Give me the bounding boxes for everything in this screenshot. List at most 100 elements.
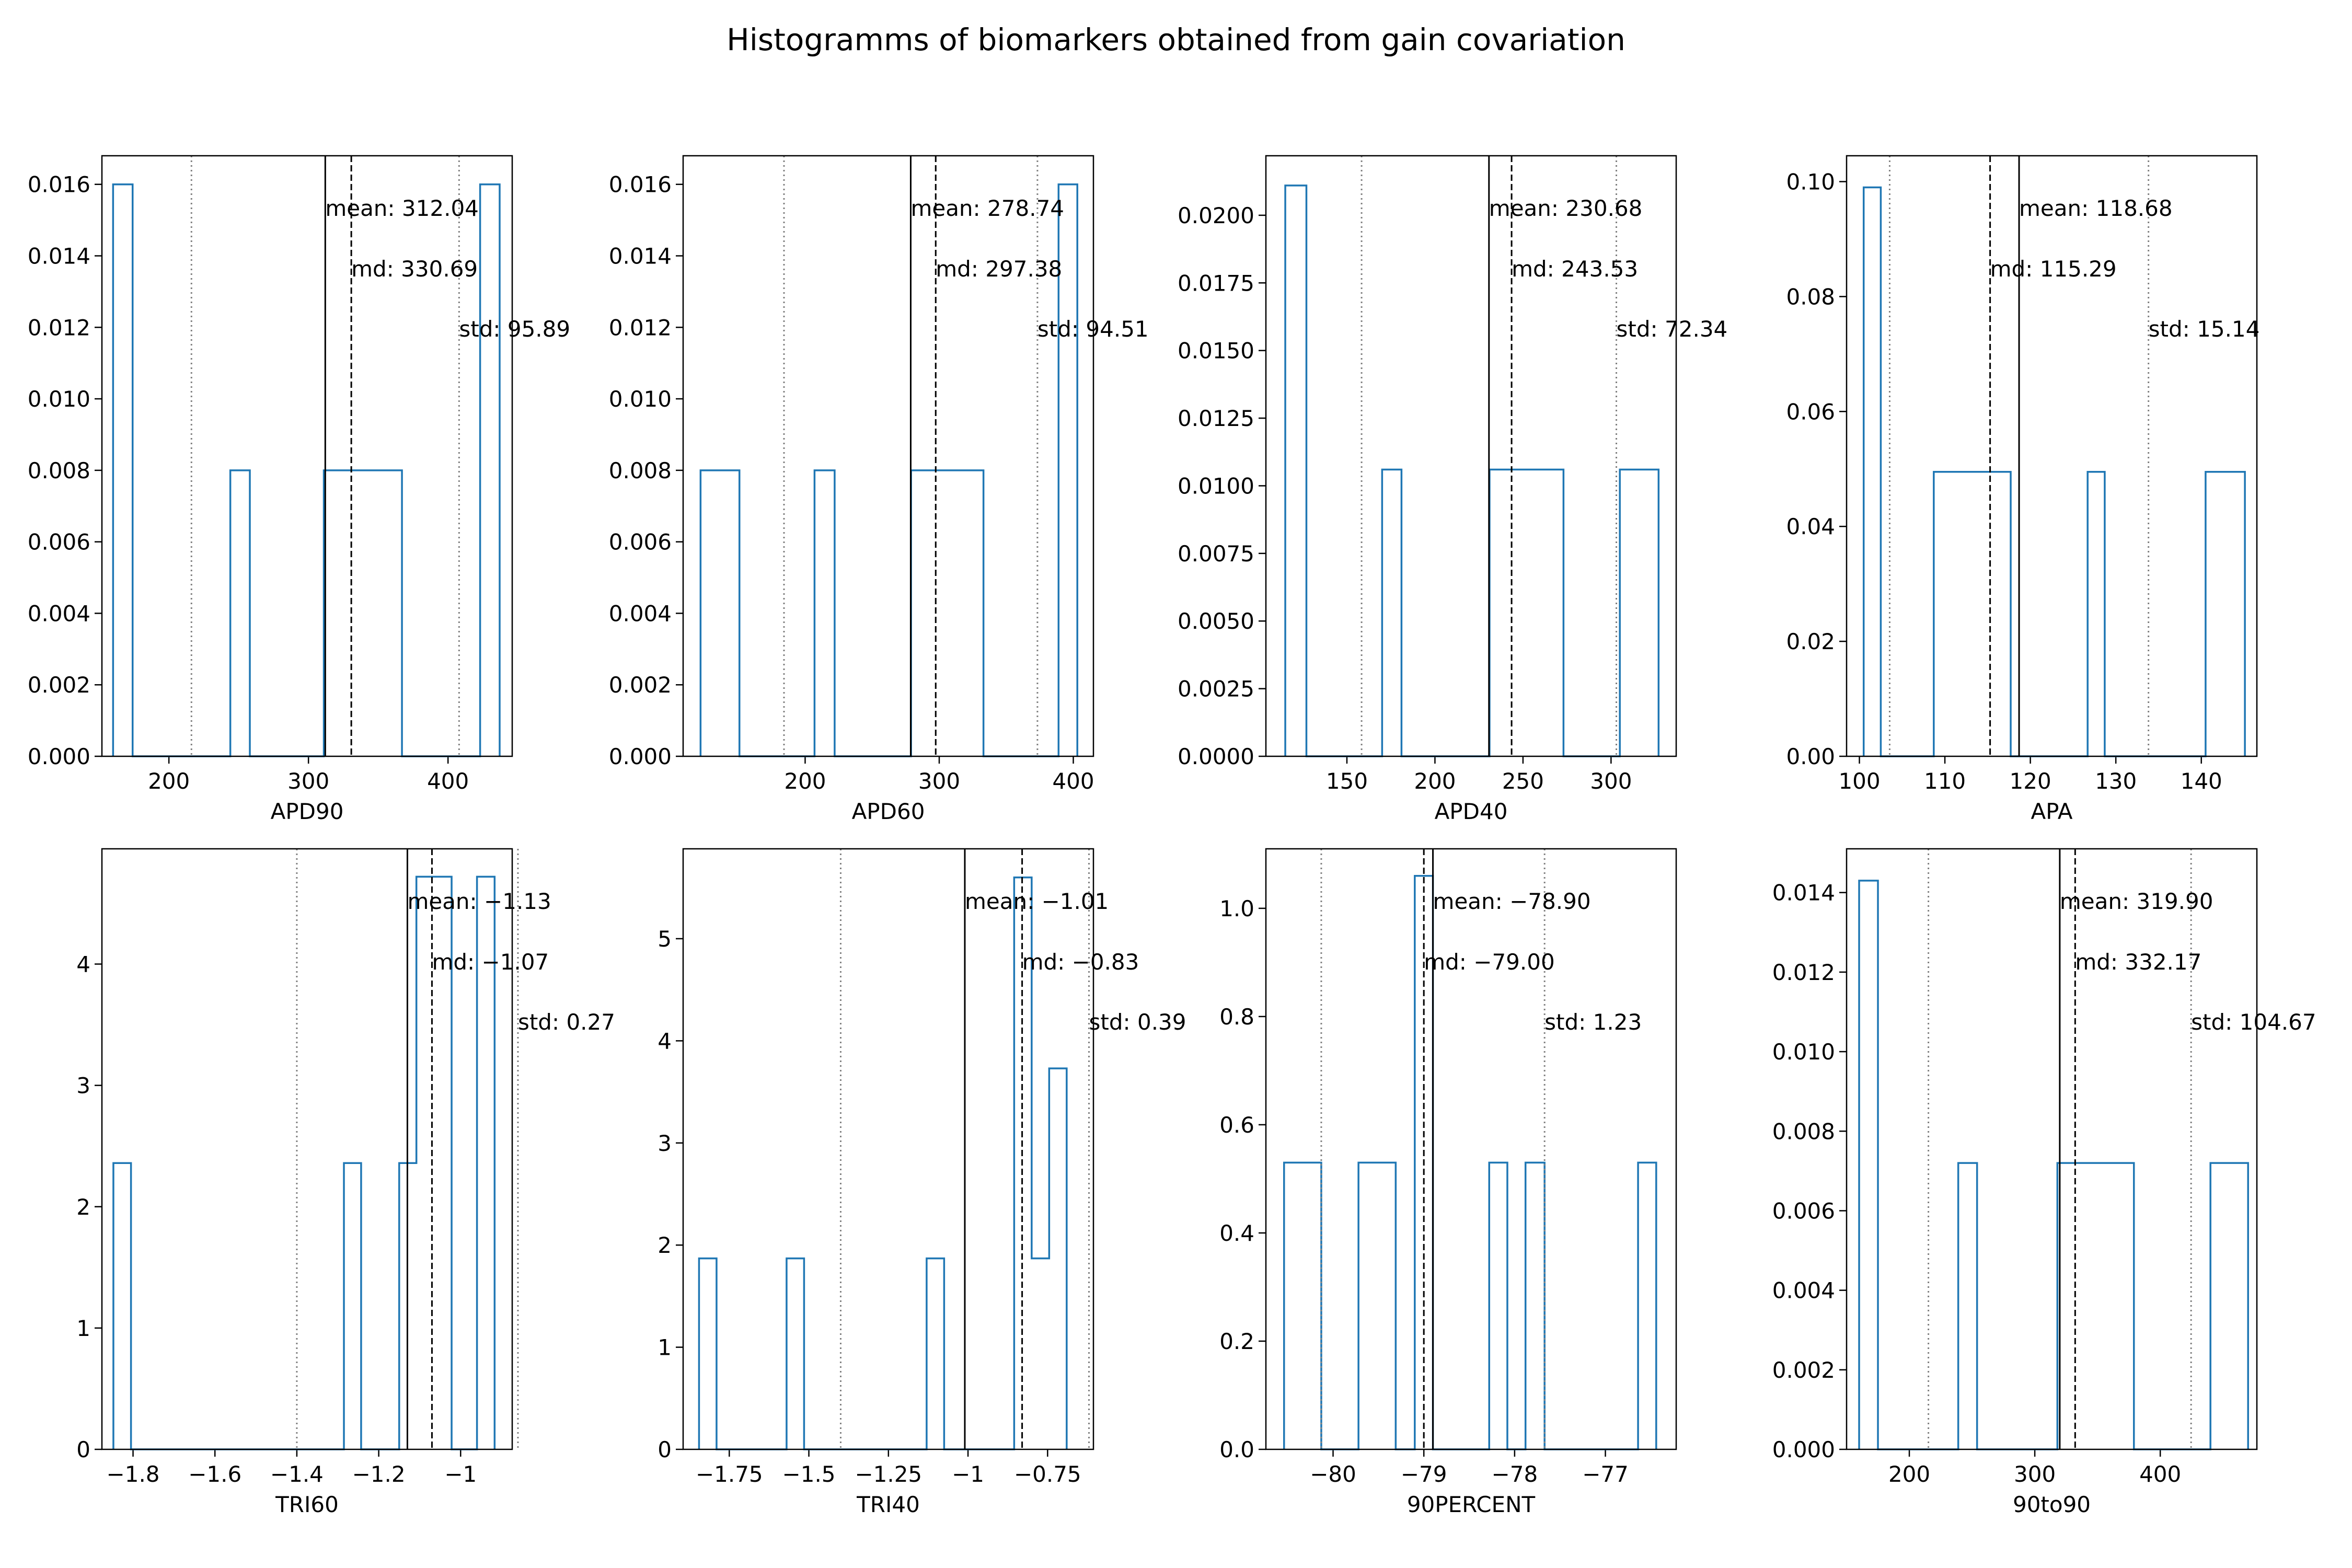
y-tick-label: 3 [658,1131,672,1156]
y-tick-label: 1 [76,1316,90,1341]
x-tick-label: 110 [1924,768,1966,794]
y-tick-label: 0 [658,1437,672,1462]
y-tick-label: 0.0000 [1178,744,1254,769]
plot-frame [682,848,1094,1450]
x-tick-label: 300 [1590,768,1632,794]
y-tick-label: 0 [76,1437,90,1462]
plot-frame [101,848,513,1450]
y-tick-label: 0.014 [1772,880,1835,906]
x-axis-label: APA [2031,799,2072,824]
x-tick-label: 300 [2014,1461,2056,1487]
x-tick-label: −1.5 [782,1461,836,1487]
std-annotation: std: 104.67 [2191,1009,2316,1035]
y-tick-label: 0.2 [1219,1329,1254,1354]
y-tick-label: 0.004 [1772,1278,1835,1304]
x-tick-label: −77 [1582,1461,1629,1487]
plot-frame [1846,848,2258,1450]
x-tick-label: 300 [918,768,960,794]
y-tick-label: 0.04 [1786,514,1835,539]
y-tick-label: 0.000 [609,744,672,769]
y-tick-label: 0.02 [1786,629,1835,654]
x-tick-label: 120 [2010,768,2051,794]
x-tick-label: 200 [1414,768,1456,794]
x-axis-label: 90to90 [2013,1492,2091,1517]
y-tick-label: 0.0 [1219,1437,1254,1462]
y-tick-label: 0.006 [1772,1198,1835,1224]
std-annotation: std: 0.27 [518,1009,615,1035]
x-tick-label: 400 [1052,768,1094,794]
plot-frame [101,155,513,757]
x-tick-label: 200 [784,768,826,794]
x-tick-label: 300 [287,768,329,794]
plot-frame [1846,155,2258,757]
std-annotation: std: 0.39 [1089,1009,1186,1035]
subplot-apd60: 200 300 400 0.000 0.002 0.004 0.006 0.008 0.010 0… [609,155,1149,824]
plot-frame [682,155,1094,757]
mean-annotation: mean: 118.68 [2019,195,2173,221]
subplot-90percent: −80 −79 −78 −77 0.0 0.2 0.4 0.6 0.8 1.0 mean: −78.… [1219,848,1677,1517]
x-tick-label: 140 [2181,768,2222,794]
std-annotation: std: 15.14 [2149,316,2260,342]
y-tick-label: 4 [658,1028,672,1054]
y-tick-label: 0.10 [1786,169,1835,194]
y-tick-label: 0.010 [28,386,90,412]
y-tick-label: 0.012 [1772,960,1835,985]
mean-annotation: mean: −78.90 [1433,889,1591,914]
md-annotation: md: 332.17 [2075,949,2201,975]
y-tick-label: 0.006 [609,529,672,555]
y-tick-label: 0.0125 [1178,406,1254,431]
y-tick-label: 0.008 [1772,1119,1835,1144]
histogram-step [112,875,496,1450]
plot-frame [1265,848,1677,1450]
y-tick-label: 0.6 [1219,1112,1254,1138]
y-tick-label: 0.0075 [1178,541,1254,567]
y-tick-label: 0.0200 [1178,203,1254,228]
y-tick-label: 0.008 [609,458,672,483]
mean-annotation: mean: 312.04 [325,195,479,221]
x-axis-label: APD60 [852,799,925,824]
md-annotation: md: −79.00 [1424,949,1555,975]
x-tick-label: 100 [1838,768,1880,794]
histogram-step [698,876,1068,1450]
y-tick-label: 0.008 [28,458,90,483]
x-tick-label: 400 [2139,1461,2181,1487]
y-tick-label: 3 [76,1073,90,1099]
x-tick-label: −1.75 [696,1461,763,1487]
x-tick-label: 400 [427,768,469,794]
y-tick-label: 0.0100 [1178,473,1254,499]
md-annotation: md: −1.07 [432,949,549,975]
y-tick-label: 0.014 [609,244,672,269]
md-annotation: md: 330.69 [351,256,478,282]
figure-title: Histogramms of biomarkers obtained from … [727,22,1625,57]
y-tick-label: 1 [658,1335,672,1361]
y-tick-label: 0.0175 [1178,270,1254,296]
plot-frame [1265,155,1677,757]
subplot-tri40: −1.75 −1.5 −1.25 −1 −0.75 0 1 2 3 4 5 mean: −1.01 md… [658,848,1186,1517]
x-axis-label: TRI40 [856,1492,920,1517]
x-tick-label: 150 [1326,768,1368,794]
y-tick-label: 0.012 [609,315,672,340]
y-tick-label: 0.010 [1772,1039,1835,1065]
y-tick-label: 0.016 [28,172,90,198]
y-tick-label: 0.002 [1772,1357,1835,1383]
y-tick-label: 0.0150 [1178,338,1254,364]
y-tick-label: 0.006 [28,529,90,555]
mean-annotation: mean: −1.01 [965,889,1109,914]
x-tick-label: 200 [1888,1461,1930,1487]
y-tick-label: 0.004 [28,601,90,626]
y-tick-label: 0.014 [28,244,90,269]
y-tick-label: 0.010 [609,386,672,412]
y-tick-label: 2 [658,1232,672,1258]
y-tick-label: 0.0050 [1178,608,1254,634]
x-tick-label: −1.8 [107,1461,160,1487]
x-tick-label: −80 [1310,1461,1356,1487]
std-annotation: std: 95.89 [459,316,570,342]
subplot-apd90: 200 300 400 0.000 0.002 0.004 0.006 0.008 0.010 0… [28,155,570,824]
std-annotation: std: 72.34 [1617,316,1728,342]
x-tick-label: −78 [1492,1461,1538,1487]
y-tick-label: 0.004 [609,601,672,626]
y-tick-label: 0.8 [1219,1004,1254,1030]
x-axis-label: TRI60 [275,1492,339,1517]
subplot-apd40: 150 200 250 300 0.0000 0.0025 0.0050 0.0075 0.01… [1178,155,1728,824]
x-tick-label: 200 [148,768,190,794]
